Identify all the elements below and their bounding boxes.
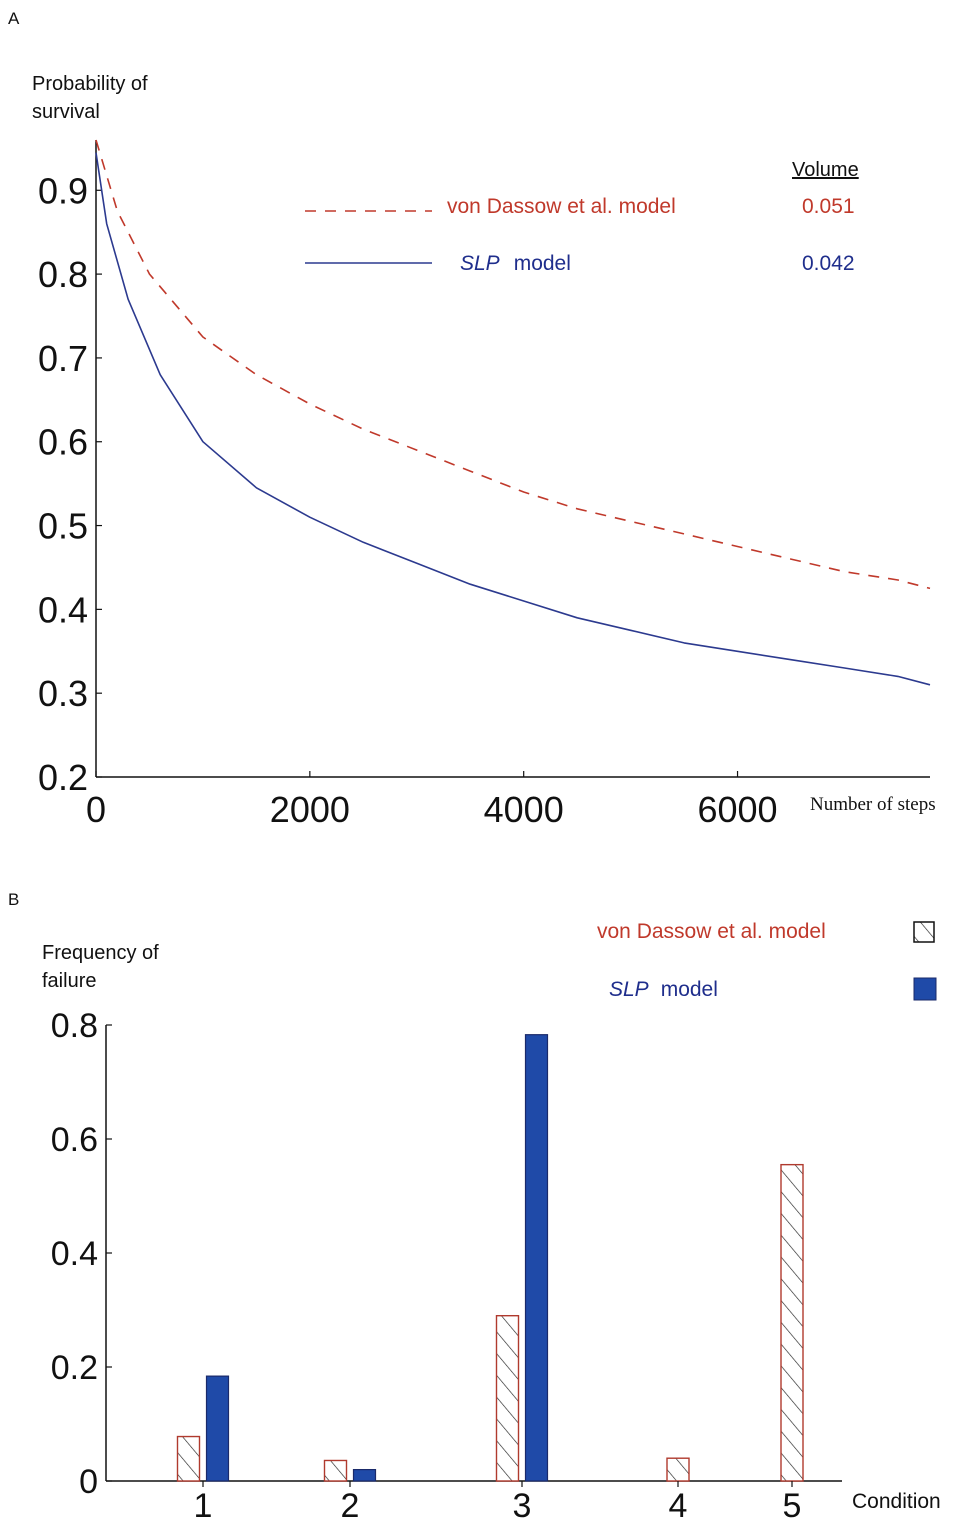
panel-a-series — [95, 139, 931, 686]
panel-b-y-ticks: 0 0.2 0.4 0.6 0.8 — [51, 1007, 112, 1501]
panel-a-x-tick-label: 4000 — [484, 789, 564, 830]
panel-b-label: B — [8, 890, 19, 909]
panel-a-ylabel-line2: survival — [32, 101, 100, 123]
legend-b-slp-label: SLP model — [609, 978, 718, 1001]
panel-a-y-tick-label: 0.3 — [38, 673, 88, 714]
panel-b-y-tick-label: 0.6 — [51, 1121, 98, 1159]
panel-b-x-tick-label: 1 — [194, 1487, 213, 1520]
panel-b-x-tick-label: 3 — [513, 1487, 532, 1520]
panel-b-x-tick-label: 2 — [341, 1487, 360, 1520]
bar-von-dassow-condition-4 — [666, 1457, 690, 1482]
panel-a-y-tick-label: 0.2 — [38, 757, 88, 798]
panel-a-y-ticks: 0.2 0.3 0.4 0.5 0.6 0.7 0.8 0.9 — [38, 170, 102, 798]
panel-a-label: A — [8, 9, 20, 28]
panel-b-xlabel: Condition — [852, 1490, 941, 1513]
panel-a-x-ticks: 0 2000 4000 6000 — [86, 771, 778, 830]
bar-slp-condition-3 — [524, 1034, 549, 1482]
panel-b-x-tick-label: 4 — [669, 1487, 688, 1520]
legend-dassow-label: von Dassow et al. model — [447, 195, 676, 218]
panel-a-x-tick-label: 6000 — [697, 789, 777, 830]
panel-a-y-tick-label: 0.5 — [38, 506, 88, 547]
bar-von-dassow-condition-1 — [176, 1435, 201, 1482]
bar-slp-condition-2 — [352, 1468, 377, 1482]
panel-b-y-tick-label: 0 — [79, 1463, 98, 1501]
series-von-dassow-line — [95, 139, 931, 590]
bar-von-dassow-condition-5 — [780, 1163, 804, 1482]
panel-a-y-tick-label: 0.9 — [38, 170, 88, 211]
panel-a-y-tick-label: 0.4 — [38, 589, 88, 630]
panel-a-y-tick-label: 0.7 — [38, 338, 88, 379]
panel-a-legend: Volume von Dassow et al. model 0.051 SLP… — [305, 159, 859, 275]
series-slp-line — [95, 152, 931, 686]
panel-a-x-tick-label: 0 — [86, 789, 106, 830]
legend-slp-label: SLP model — [460, 252, 571, 275]
panel-a-x-tick-label: 2000 — [270, 789, 350, 830]
panel-a-y-tick-label: 0.6 — [38, 422, 88, 463]
bar-von-dassow-condition-2 — [323, 1459, 348, 1482]
panel-b-y-tick-label: 0.8 — [51, 1007, 98, 1045]
panel-b-x-tick-label: 5 — [783, 1487, 802, 1520]
panel-b-ylabel-line1: Frequency of — [42, 942, 159, 964]
panel-b-bars — [176, 1034, 804, 1482]
legend-b-dassow-label: von Dassow et al. model — [597, 920, 826, 943]
legend-b-dassow-swatch — [913, 921, 935, 943]
legend-volume-header: Volume — [792, 159, 859, 181]
panel-a-xlabel: Number of steps — [810, 794, 936, 815]
panel-a-y-tick-label: 0.8 — [38, 254, 88, 295]
panel-a: A Probability of survival 0.20.30.40.50.… — [8, 9, 936, 830]
panel-b: B Frequency of failure 0 0.2 0.4 0.6 0.8 1 2 3… — [8, 890, 941, 1520]
panel-b-x-ticks: 1 2 3 4 5 — [194, 1481, 802, 1520]
legend-dassow-volume: 0.051 — [802, 195, 855, 218]
panel-b-y-tick-label: 0.4 — [51, 1235, 98, 1273]
bar-von-dassow-condition-3 — [495, 1314, 520, 1482]
panel-b-legend: von Dassow et al. model SLP model — [597, 920, 937, 1001]
panel-b-ylabel-line2: failure — [42, 970, 96, 992]
panel-b-y-tick-label: 0.2 — [51, 1349, 98, 1387]
legend-b-slp-swatch — [913, 977, 937, 1001]
panel-a-ylabel-line1: Probability of — [32, 73, 148, 95]
legend-slp-volume: 0.042 — [802, 252, 855, 275]
bar-slp-condition-1 — [205, 1375, 230, 1482]
